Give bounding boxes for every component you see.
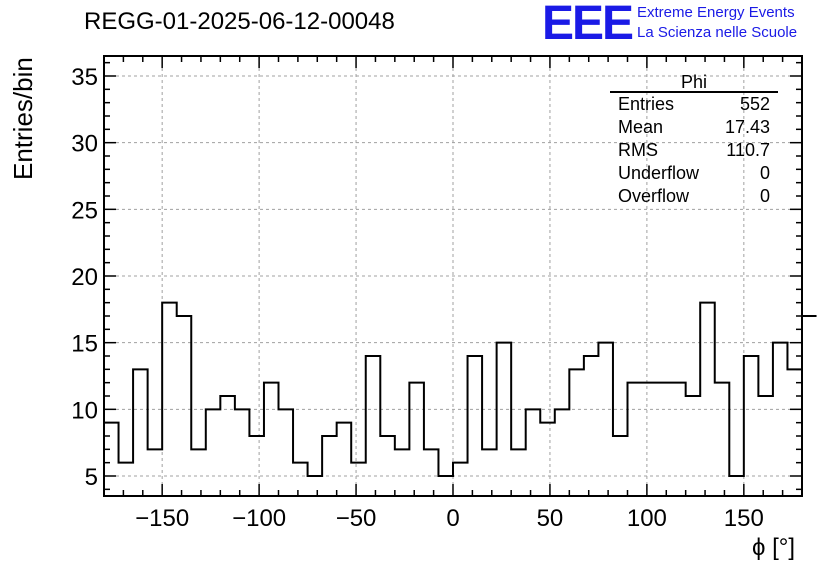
x-tick-label: −50 [336,505,377,532]
histogram-bin [482,449,497,496]
y-tick-label: 20 [71,264,98,291]
histogram-bin [729,476,744,496]
histogram-bin [424,449,439,496]
histogram-bin [409,383,424,496]
histogram-bin [657,383,672,496]
histogram-bin [453,463,468,496]
logo-caption-line1: Extreme Energy Events [637,4,795,21]
histogram-bin [220,396,235,496]
stats-label: Underflow [618,163,700,183]
eee-logo: EEE [542,0,634,50]
x-tick-label: 100 [627,505,667,532]
histogram-bin [235,409,250,496]
histogram-bin [526,409,541,496]
y-tick-label: 15 [71,331,98,358]
histogram-bin [395,449,410,496]
histogram-bin [293,463,308,496]
stats-label: RMS [618,140,658,160]
stats-value: 110.7 [726,140,770,160]
histogram-bin [177,316,192,496]
x-tick-label: 150 [724,505,764,532]
histogram-bin [555,409,570,496]
histogram-bin [584,356,599,496]
histogram-bin [628,383,643,496]
histogram-bin [366,356,381,496]
histogram-bin [497,343,512,496]
histogram-bin [613,436,628,496]
stats-label: Entries [618,94,674,114]
histogram-bin [773,343,788,496]
histogram-bin [802,316,817,496]
x-tick-label: −150 [135,505,189,532]
histogram-bins [104,303,817,496]
stats-value: 0 [760,163,770,183]
histogram-bin [148,449,163,496]
histogram-bin [308,476,323,496]
histogram-bin [671,383,686,496]
histogram-bin [700,303,715,496]
histogram-bin [249,436,264,496]
stats-title: Phi [681,72,707,92]
histogram-bin [438,476,453,496]
stats-label: Mean [618,117,663,137]
logo-caption-line2: La Scienza nelle Scuole [637,24,798,41]
histogram-bin [569,369,584,496]
histogram-bin [758,396,773,496]
histogram-bin [264,383,279,496]
histogram-bin [279,409,294,496]
histogram-bin [598,343,613,496]
histogram-bin [787,369,802,496]
histogram-bin [744,356,759,496]
stats-box: Phi Entries 552 Mean 17.43 RMS 110.7 Underflow… [610,72,778,206]
y-tick-label: 30 [71,131,98,158]
histogram-bin [119,463,134,496]
histogram-bin [162,303,177,496]
x-axis-label: ϕ [°] [752,534,796,561]
histogram-outline [104,301,817,477]
y-tick-label: 10 [71,397,98,424]
x-tick-label: 0 [446,505,459,532]
y-tick-label: 35 [71,64,98,91]
histogram-bin [104,423,119,496]
stats-value: 0 [760,186,770,206]
histogram-bin [642,383,657,496]
histogram-bin [511,449,526,496]
x-tick-label: −100 [232,505,286,532]
stats-value: 17.43 [725,117,770,137]
histogram-bin [206,409,221,496]
histogram-bin [322,436,337,496]
chart-title: REGG-01-2025-06-12-00048 [84,8,395,35]
histogram-bin [540,423,555,496]
histogram-bin [351,463,366,496]
axis-ticks: −150 −100 −50 0 50 100 150 5 10 15 20 25 30 35 [71,56,803,532]
stats-label: Overflow [618,186,690,206]
histogram-bin [380,436,395,496]
y-tick-label: 5 [85,464,98,491]
x-tick-label: 50 [537,505,564,532]
histogram-bin [133,369,148,496]
histogram-bin [468,356,483,496]
stats-value: 552 [740,94,770,114]
y-tick-label: 25 [71,197,98,224]
histogram-bin [337,423,352,496]
histogram-bin [715,383,730,496]
histogram-bin [686,396,701,496]
histogram-bin [191,449,206,496]
